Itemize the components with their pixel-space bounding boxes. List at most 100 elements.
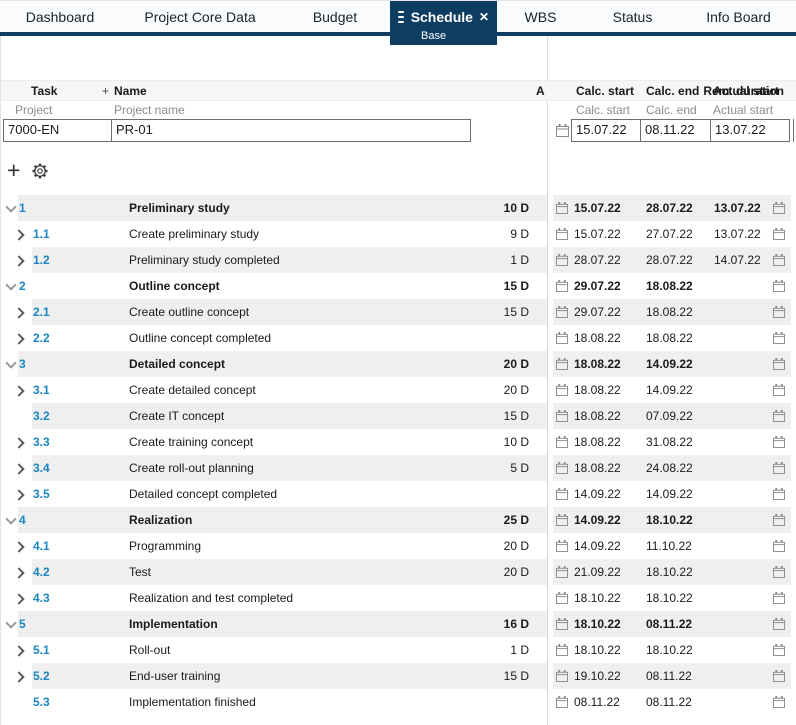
calendar-icon[interactable]: [773, 332, 785, 347]
calc-end-cell[interactable]: 08.11.22: [646, 669, 692, 683]
table-row[interactable]: 4.2 Test 20 D 21.09.22 18.10.22: [1, 559, 796, 585]
tab-status[interactable]: Status: [612, 9, 653, 25]
table-row[interactable]: 3.5 Detailed concept completed 14.09.22 …: [1, 481, 796, 507]
col-rem-duration[interactable]: Rem. duration: [703, 84, 784, 98]
calendar-icon[interactable]: [773, 384, 785, 399]
expand-chevron-icon[interactable]: [14, 255, 26, 267]
table-row[interactable]: 3.4 Create roll-out planning 5 D 18.08.2…: [1, 455, 796, 481]
table-row[interactable]: 2.2 Outline concept completed 18.08.22 1…: [1, 325, 796, 351]
actual-start-cell[interactable]: 13.07.22: [714, 201, 761, 215]
calendar-icon[interactable]: [556, 488, 568, 503]
calc-start-cell[interactable]: 19.10.22: [574, 669, 621, 683]
calc-start-cell[interactable]: 14.09.22: [574, 487, 621, 501]
expand-chevron-icon[interactable]: [14, 593, 26, 605]
calc-start-cell[interactable]: 29.07.22: [574, 279, 621, 293]
calc-start-cell[interactable]: 18.08.22: [574, 461, 621, 475]
calendar-icon[interactable]: [773, 618, 785, 633]
calc-start-cell[interactable]: 18.10.22: [574, 591, 621, 605]
rem-duration-cell[interactable]: 15 D: [503, 409, 529, 423]
project-calc-end-field[interactable]: 08.11.22: [640, 119, 711, 142]
calendar-icon[interactable]: [773, 540, 785, 555]
calc-end-cell[interactable]: 24.08.22: [646, 461, 693, 475]
calc-end-cell[interactable]: 28.07.22: [646, 253, 693, 267]
table-row[interactable]: 2.1 Create outline concept 15 D 29.07.22…: [1, 299, 796, 325]
calc-end-cell[interactable]: 08.11.22: [646, 695, 692, 709]
table-row[interactable]: 3.3 Create training concept 10 D 18.08.2…: [1, 429, 796, 455]
table-row[interactable]: 5.1 Roll-out 1 D 18.10.22 18.10.22: [1, 637, 796, 663]
table-row[interactable]: 4.1 Programming 20 D 14.09.22 11.10.22: [1, 533, 796, 559]
menu-icon[interactable]: [398, 8, 404, 26]
expand-chevron-icon[interactable]: [14, 385, 26, 397]
calc-start-cell[interactable]: 15.07.22: [574, 201, 621, 215]
calendar-icon[interactable]: [773, 670, 785, 685]
calendar-icon[interactable]: [773, 358, 785, 373]
rem-duration-cell[interactable]: 1 D: [510, 643, 529, 657]
calendar-icon[interactable]: [556, 566, 568, 581]
calendar-icon[interactable]: [556, 670, 568, 685]
project-id-field[interactable]: 7000-EN: [4, 120, 112, 141]
table-row[interactable]: 3 Detailed concept 20 D 18.08.22 14.09.2…: [1, 351, 796, 377]
calc-start-cell[interactable]: 14.09.22: [574, 539, 621, 553]
col-actual-start[interactable]: Actual start: [713, 84, 780, 98]
calc-end-cell[interactable]: 08.11.22: [646, 617, 693, 631]
rem-duration-cell[interactable]: 15 D: [503, 305, 529, 319]
expand-chevron-icon[interactable]: [14, 437, 26, 449]
col-calc-end[interactable]: Calc. end: [646, 84, 700, 98]
calc-start-cell[interactable]: 18.10.22: [574, 617, 621, 631]
calc-end-cell[interactable]: 18.10.22: [646, 565, 693, 579]
calendar-icon[interactable]: [556, 358, 568, 373]
expand-chevron-icon[interactable]: [14, 229, 26, 241]
rem-duration-cell[interactable]: 15 D: [503, 669, 529, 683]
expand-chevron-icon[interactable]: [14, 567, 26, 579]
expand-chevron-icon[interactable]: [14, 333, 26, 345]
rem-duration-cell[interactable]: 5 D: [510, 461, 529, 475]
calendar-icon[interactable]: [773, 462, 785, 477]
calendar-icon[interactable]: [556, 202, 568, 217]
project-name-field[interactable]: PR-01: [116, 122, 153, 137]
calendar-icon[interactable]: [773, 254, 785, 269]
calendar-icon[interactable]: [556, 228, 568, 243]
calc-start-cell[interactable]: 18.08.22: [574, 331, 621, 345]
calendar-icon[interactable]: [773, 410, 785, 425]
table-row[interactable]: 3.2 Create IT concept 15 D 18.08.22 07.0…: [1, 403, 796, 429]
calc-start-cell[interactable]: 29.07.22: [574, 305, 621, 319]
rem-duration-cell[interactable]: 1 D: [510, 253, 529, 267]
calendar-icon[interactable]: [556, 280, 568, 295]
rem-duration-cell[interactable]: 10 D: [503, 435, 529, 449]
calc-end-cell[interactable]: 14.09.22: [646, 357, 693, 371]
close-icon[interactable]: ✕: [478, 10, 489, 24]
calendar-icon[interactable]: [556, 436, 568, 451]
calendar-icon[interactable]: [773, 280, 785, 295]
table-row[interactable]: 2 Outline concept 15 D 29.07.22 18.08.22: [1, 273, 796, 299]
rem-duration-cell[interactable]: 10 D: [503, 201, 529, 215]
table-row[interactable]: 1 Preliminary study 10 D 15.07.22 28.07.…: [1, 195, 796, 221]
calendar-icon[interactable]: [556, 618, 568, 633]
rem-duration-cell[interactable]: 20 D: [503, 357, 529, 371]
expand-chevron-icon[interactable]: [5, 515, 17, 527]
col-name[interactable]: Name: [114, 84, 147, 98]
calendar-icon[interactable]: [556, 514, 568, 529]
project-calc-start-field[interactable]: 15.07.22: [571, 119, 641, 142]
calendar-icon[interactable]: [556, 124, 569, 142]
table-row[interactable]: 4 Realization 25 D 14.09.22 18.10.22: [1, 507, 796, 533]
calc-start-cell[interactable]: 18.08.22: [574, 435, 621, 449]
calendar-icon[interactable]: [556, 540, 568, 555]
calc-start-cell[interactable]: 08.11.22: [574, 695, 620, 709]
calc-start-cell[interactable]: 18.08.22: [574, 409, 621, 423]
rem-duration-cell[interactable]: 9 D: [510, 227, 529, 241]
calendar-icon[interactable]: [773, 488, 785, 503]
calendar-icon[interactable]: [556, 644, 568, 659]
calendar-icon[interactable]: [773, 696, 785, 711]
expand-chevron-icon[interactable]: [14, 541, 26, 553]
calc-end-cell[interactable]: 18.10.22: [646, 513, 693, 527]
calc-end-cell[interactable]: 28.07.22: [646, 201, 693, 215]
calc-start-cell[interactable]: 28.07.22: [574, 253, 621, 267]
calc-end-cell[interactable]: 31.08.22: [646, 435, 693, 449]
table-row[interactable]: 1.1 Create preliminary study 9 D 15.07.2…: [1, 221, 796, 247]
calendar-icon[interactable]: [773, 592, 785, 607]
rem-duration-cell[interactable]: 20 D: [503, 565, 529, 579]
calc-end-cell[interactable]: 07.09.22: [646, 409, 693, 423]
rem-duration-cell[interactable]: 20 D: [503, 539, 529, 553]
calendar-icon[interactable]: [556, 410, 568, 425]
rem-duration-cell[interactable]: 16 D: [503, 617, 529, 631]
